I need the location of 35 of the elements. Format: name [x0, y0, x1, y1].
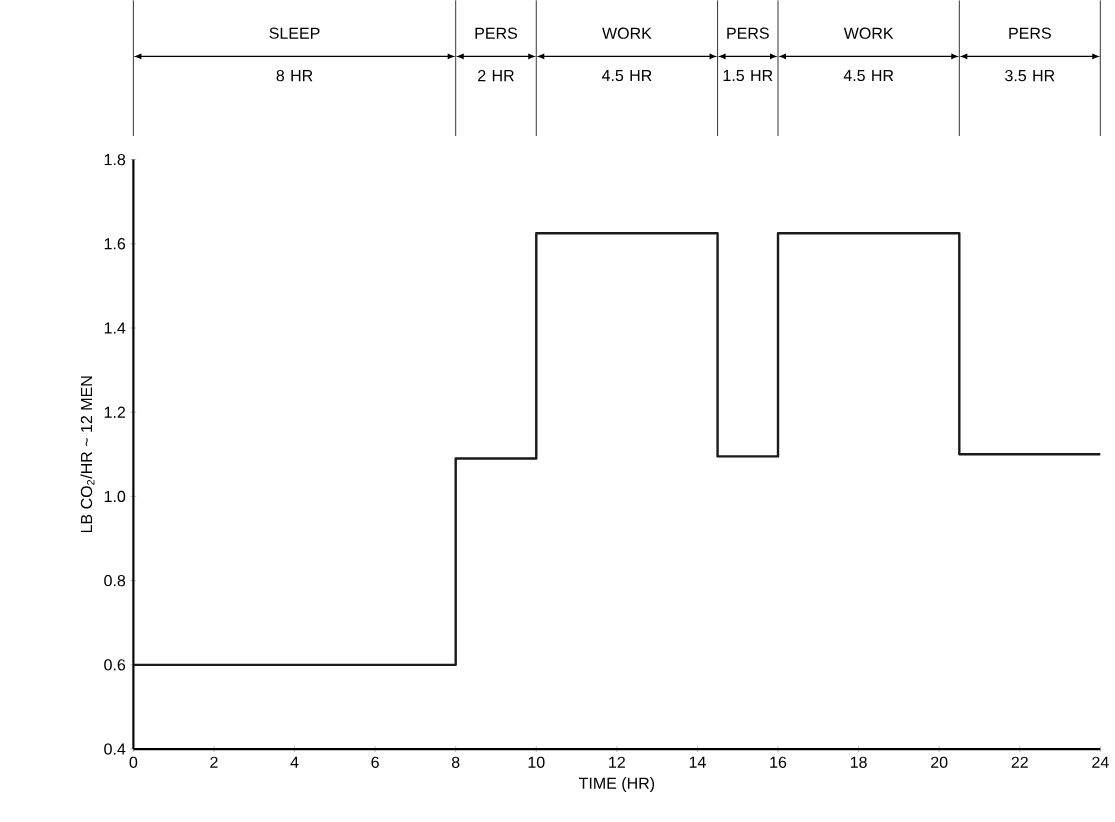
x-tick-label: 10 — [528, 756, 545, 768]
x-tick-label: 6 — [371, 756, 379, 768]
x-tick-label: 8 — [451, 756, 460, 768]
x-tick-label: 16 — [770, 756, 787, 768]
text: 4.5 HR — [843, 69, 894, 81]
x-tick-label: 18 — [850, 756, 867, 768]
y-tick-label: 1.0 — [104, 490, 126, 502]
y-tick-label: 1.8 — [104, 153, 126, 166]
y-axis-title: LB CO$_{2}$/HR ~ 12 MEN — [80, 376, 95, 532]
y-tick-label: 0.8 — [104, 574, 126, 587]
y-tick-label: 1.6 — [104, 237, 126, 250]
x-tick-label: 2 — [210, 756, 218, 768]
text: SLEEP — [269, 27, 320, 39]
text: 1.5 HR — [723, 69, 773, 81]
text: 3.5 HR — [1005, 69, 1055, 82]
x-axis-title: TIME (HR) — [578, 776, 655, 792]
text: 4.5 HR — [601, 69, 652, 81]
text: WORK — [843, 27, 894, 39]
y-tick-label: 1.4 — [104, 322, 126, 334]
x-tick-label: 22 — [1011, 756, 1028, 768]
text: PERS — [475, 27, 518, 39]
x-tick-label: 12 — [609, 756, 625, 768]
text: PERS — [727, 27, 769, 39]
x-tick-label: 0 — [129, 756, 138, 768]
text: WORK — [602, 27, 652, 39]
y-tick-label: 0.6 — [104, 658, 126, 671]
text: PERS — [1009, 27, 1051, 39]
text: 2 HR — [478, 69, 514, 81]
x-tick-label: 4 — [290, 756, 299, 768]
y-tick-label: 0.4 — [104, 743, 126, 755]
x-tick-label: 20 — [931, 756, 948, 768]
y-tick-label: 1.2 — [104, 406, 126, 418]
x-tick-label: 24 — [1092, 756, 1109, 768]
x-tick-label: 14 — [689, 756, 706, 768]
text: 8 HR — [276, 69, 313, 82]
